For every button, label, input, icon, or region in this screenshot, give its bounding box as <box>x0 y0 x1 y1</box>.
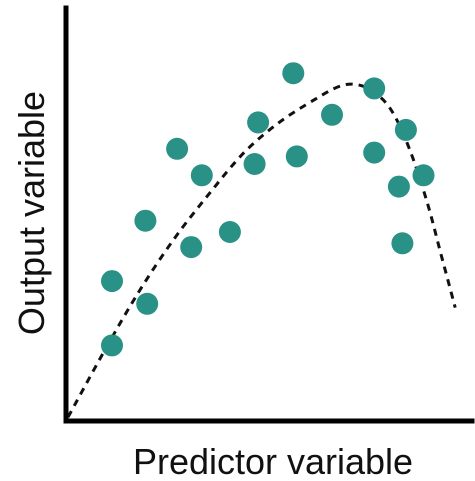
data-point-7 <box>190 164 213 187</box>
data-point-12 <box>282 62 305 85</box>
data-point-9 <box>243 153 266 175</box>
data-point-6 <box>180 236 203 259</box>
data-point-19 <box>391 232 414 255</box>
data-point-10 <box>247 111 270 134</box>
data-point-4 <box>134 209 157 232</box>
data-point-1 <box>101 334 123 357</box>
data-point-14 <box>363 77 386 100</box>
data-points <box>101 62 435 357</box>
data-point-8 <box>218 221 241 243</box>
data-point-15 <box>363 141 386 164</box>
data-point-5 <box>166 137 189 160</box>
data-point-11 <box>285 145 308 168</box>
data-point-16 <box>394 118 417 141</box>
data-point-3 <box>136 292 159 315</box>
x-axis-label: Predictor variable <box>133 441 413 481</box>
data-point-13 <box>321 103 343 126</box>
y-axis-label: Output variable <box>11 91 52 335</box>
plot-area <box>66 62 457 418</box>
data-point-18 <box>412 164 435 187</box>
data-point-2 <box>101 270 123 293</box>
data-point-17 <box>387 175 410 198</box>
